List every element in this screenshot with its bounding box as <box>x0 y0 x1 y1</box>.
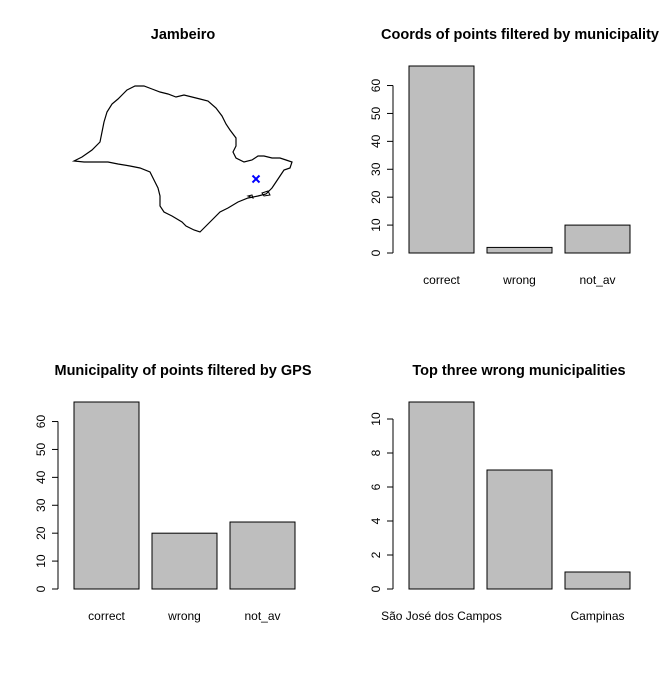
chart-title: Top three wrong municipalities <box>412 363 625 379</box>
bar-1 <box>151 532 218 590</box>
x-tick-label: not_av <box>579 273 615 287</box>
municipality-by-gps-chart: Municipality of points filtered by GPS c… <box>34 363 312 623</box>
y-tick-label: 20 <box>34 526 48 540</box>
x-tick-label: Campinas <box>570 609 624 623</box>
bar-0 <box>408 65 475 254</box>
y-tick-label: 20 <box>369 190 383 204</box>
sao-paulo-state-outline <box>71 85 293 233</box>
chart-title: Coords of points filtered by municipalit… <box>381 27 659 43</box>
map-coastal-islands <box>246 190 271 199</box>
y-tick-label: 0 <box>34 585 48 592</box>
y-tick-label: 10 <box>369 412 383 426</box>
chart-title: Municipality of points filtered by GPS <box>55 363 312 379</box>
bar-2 <box>229 521 296 590</box>
y-tick-label: 8 <box>369 449 383 456</box>
x-tick-label: correct <box>88 609 125 623</box>
bar-1 <box>486 469 553 590</box>
y-tick-label: 30 <box>369 162 383 176</box>
y-tick-label: 10 <box>369 218 383 232</box>
y-tick-label: 40 <box>369 134 383 148</box>
y-tick-label: 30 <box>34 498 48 512</box>
y-tick-label: 6 <box>369 483 383 490</box>
bar-2 <box>564 224 631 254</box>
x-tick-label: not_av <box>244 609 280 623</box>
y-tick-label: 2 <box>369 551 383 558</box>
y-tick-label: 0 <box>369 249 383 256</box>
map-panel: Jambeiro <box>71 27 293 233</box>
bar-2 <box>564 571 631 590</box>
y-tick-label: 60 <box>34 415 48 429</box>
x-tick-label: wrong <box>502 273 536 287</box>
y-tick-label: 60 <box>369 79 383 93</box>
y-tick-label: 50 <box>34 442 48 456</box>
x-tick-label: correct <box>423 273 460 287</box>
y-tick-label: 10 <box>34 554 48 568</box>
y-tick-label: 0 <box>369 585 383 592</box>
x-tick-label: São José dos Campos <box>381 609 502 623</box>
top-wrong-municipalities-chart: Top three wrong municipalities São José … <box>369 363 631 623</box>
location-marker-icon <box>251 174 261 184</box>
coords-by-municipality-chart: Coords of points filtered by municipalit… <box>369 27 659 287</box>
bar-0 <box>73 401 140 590</box>
y-tick-label: 50 <box>369 106 383 120</box>
x-tick-label: wrong <box>167 609 201 623</box>
y-tick-label: 40 <box>34 470 48 484</box>
y-tick-label: 4 <box>369 517 383 524</box>
bar-1 <box>486 246 553 254</box>
map-title: Jambeiro <box>151 27 216 43</box>
bar-0 <box>408 401 475 590</box>
